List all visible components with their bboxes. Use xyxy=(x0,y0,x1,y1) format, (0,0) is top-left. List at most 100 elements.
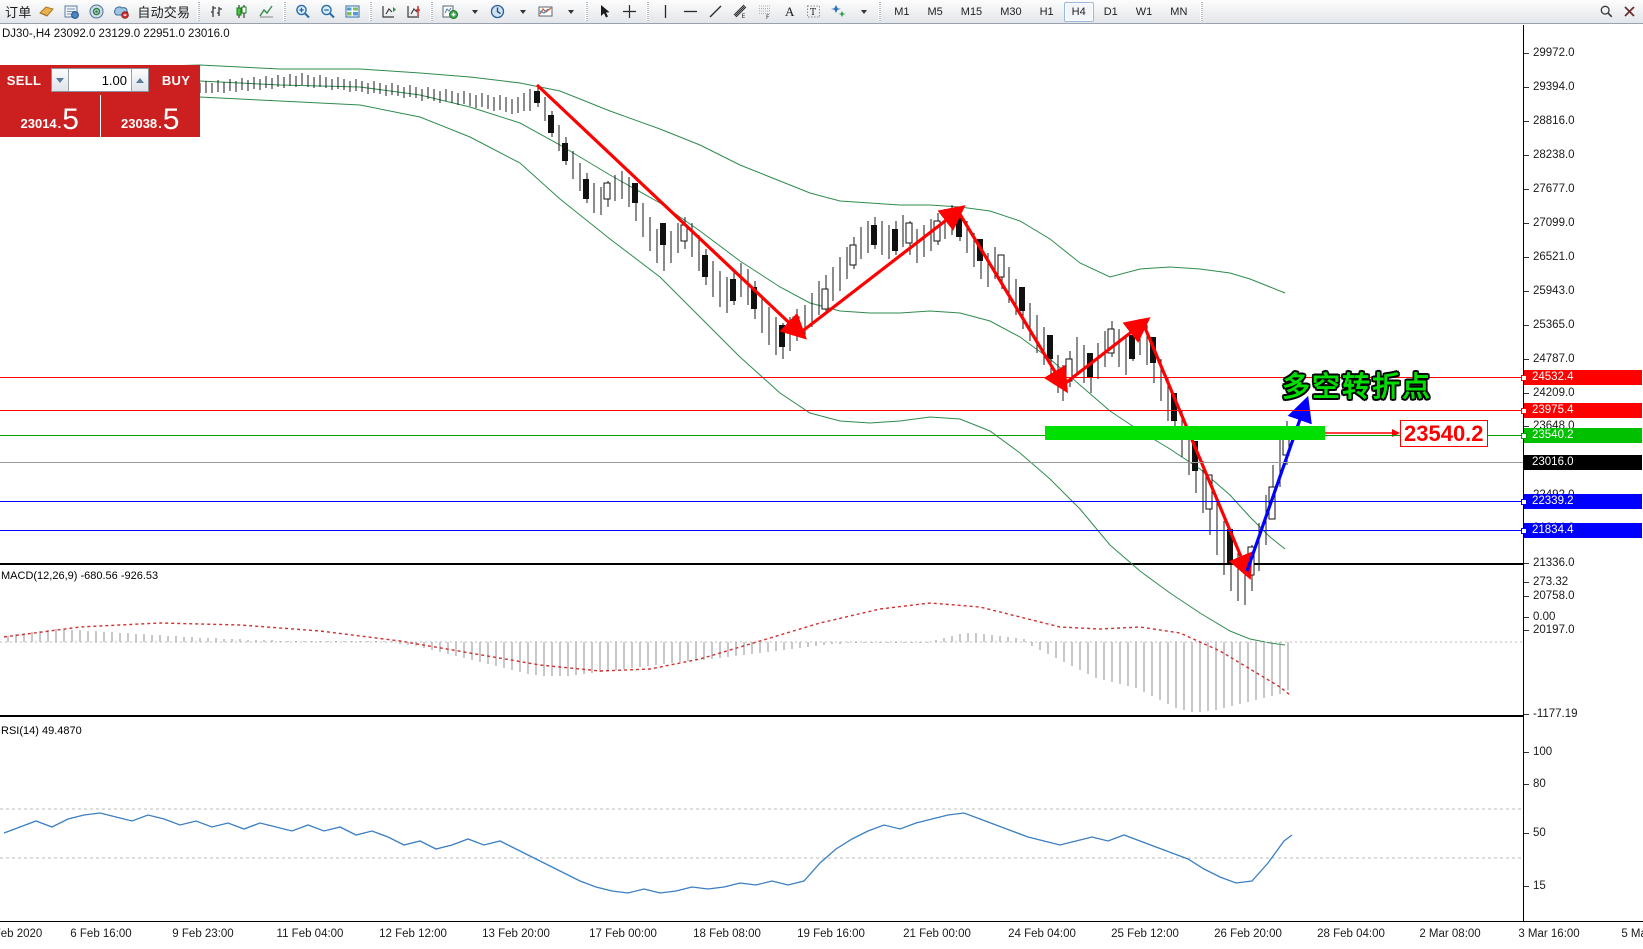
autotrade-button[interactable]: 自动交易 xyxy=(137,5,191,20)
time-label: 18 Feb 08:00 xyxy=(693,928,761,940)
price-tick: 21336.0 xyxy=(1524,557,1575,569)
level-handle[interactable] xyxy=(1521,499,1527,505)
level-handle[interactable] xyxy=(1521,433,1527,439)
buy-price-display[interactable]: 23038 . 5 xyxy=(100,95,200,137)
candlestick-chart-icon[interactable] xyxy=(230,1,253,22)
turning-point-annotation[interactable]: 多空转折点 xyxy=(1282,370,1433,403)
time-label: 25 Feb 12:00 xyxy=(1111,928,1179,940)
search-icon[interactable] xyxy=(1596,1,1617,22)
chart-shift-icon[interactable] xyxy=(402,1,425,22)
time-label: 26 Feb 20:00 xyxy=(1214,928,1282,940)
volume-decrement-button[interactable] xyxy=(52,69,69,91)
level-badge-resistance-1[interactable]: 24532.4 xyxy=(1524,370,1642,385)
price-callout-23540[interactable]: 23540.2 xyxy=(1400,420,1488,447)
timeframe-m1[interactable]: M1 xyxy=(894,5,910,18)
vertical-line-icon[interactable] xyxy=(654,1,677,22)
alerts-icon[interactable] xyxy=(85,1,108,22)
history-icon[interactable] xyxy=(35,1,58,22)
time-label: 17 Feb 00:00 xyxy=(589,928,657,940)
line-chart-icon[interactable] xyxy=(255,1,278,22)
level-handle[interactable] xyxy=(1521,375,1527,381)
text-label-icon[interactable]: T xyxy=(802,1,825,22)
toolbar-separator xyxy=(1200,2,1204,21)
timeframe-m5[interactable]: M5 xyxy=(927,5,943,18)
timeframe-h1[interactable]: H1 xyxy=(1039,5,1054,18)
sell-price-separator: . xyxy=(57,116,62,131)
objects-icon[interactable] xyxy=(827,1,850,22)
data-window-icon[interactable] xyxy=(341,1,364,22)
price-tick: 25365.0 xyxy=(1524,319,1575,331)
timeframe-m15[interactable]: M15 xyxy=(960,5,983,18)
chevron-down-icon[interactable] xyxy=(852,1,873,22)
toolbar-separator xyxy=(646,2,650,21)
chart-area[interactable]: DJ30-,H4 23092.0 23129.0 22951.0 23016.0 xyxy=(0,25,1643,949)
main-toolbar: 订单 xyxy=(0,0,1643,24)
timeframe-d1[interactable]: D1 xyxy=(1103,5,1118,18)
toolbar-separator xyxy=(369,2,373,21)
templates-icon[interactable] xyxy=(534,1,557,22)
rsi-tick: 50 xyxy=(1524,827,1546,839)
level-badge-blue-1[interactable]: 22339.2 xyxy=(1524,494,1642,509)
level-line-current-bid xyxy=(0,462,1523,463)
volume-increment-button[interactable] xyxy=(131,69,148,91)
price-tick: 28816.0 xyxy=(1524,115,1575,127)
orders-button[interactable]: 订单 xyxy=(5,5,32,20)
add-indicator-icon[interactable] xyxy=(438,1,461,22)
price-scale[interactable]: 29972.0 29394.0 28816.0 28238.0 27677.0 … xyxy=(1523,25,1643,949)
fibonacci-icon[interactable]: F xyxy=(754,1,777,22)
rsi-tick: 15 xyxy=(1524,880,1546,892)
octp-controls-row: SELL 1.00 BUY xyxy=(0,65,200,95)
level-line-resistance-2[interactable] xyxy=(0,408,1527,414)
toolbar-separator xyxy=(283,2,287,21)
text-icon[interactable]: A xyxy=(785,3,795,19)
volume-input[interactable]: 1.00 xyxy=(69,69,131,91)
zoom-out-icon[interactable] xyxy=(316,1,339,22)
level-badge-resistance-2[interactable]: 23975.4 xyxy=(1524,403,1642,418)
chevron-down-icon[interactable] xyxy=(559,1,580,22)
chevron-down-icon[interactable] xyxy=(511,1,532,22)
level-badge-blue-2[interactable]: 21834.4 xyxy=(1524,523,1642,538)
period-separator-icon[interactable] xyxy=(486,1,509,22)
time-label: 19 Feb 16:00 xyxy=(797,928,865,940)
price-tick: 29394.0 xyxy=(1524,81,1575,93)
timeframe-m30[interactable]: M30 xyxy=(1000,5,1022,18)
timeframe-h4[interactable]: H4 xyxy=(1063,1,1094,22)
time-label: 24 Feb 04:00 xyxy=(1008,928,1076,940)
news-icon[interactable] xyxy=(60,1,83,22)
level-line-blue-2[interactable] xyxy=(0,528,1527,534)
bar-chart-icon[interactable] xyxy=(205,1,228,22)
auto-scroll-icon[interactable] xyxy=(377,1,400,22)
equidistant-channel-icon[interactable]: E xyxy=(729,1,752,22)
level-line-resistance-1[interactable] xyxy=(0,375,1527,381)
crosshair-icon[interactable] xyxy=(618,1,641,22)
buy-button[interactable]: BUY xyxy=(152,65,200,95)
level-handle[interactable] xyxy=(1521,528,1527,534)
time-label: 12 Feb 12:00 xyxy=(379,928,447,940)
zoom-in-icon[interactable] xyxy=(291,1,314,22)
time-label: 5 Mar 00:00 xyxy=(1621,928,1643,940)
volume-control[interactable]: 1.00 xyxy=(48,65,152,95)
level-line-blue-1[interactable] xyxy=(0,499,1527,505)
price-tick: 29972.0 xyxy=(1524,47,1575,59)
pointer-icon[interactable] xyxy=(593,1,616,22)
sell-price-display[interactable]: 23014 . 5 xyxy=(0,95,101,137)
time-scale[interactable]: Feb 2020 6 Feb 16:00 9 Feb 23:00 11 Feb … xyxy=(0,921,1643,949)
time-label: 9 Feb 23:00 xyxy=(172,928,234,940)
timeframe-w1[interactable]: W1 xyxy=(1135,5,1153,18)
level-line-support-green[interactable] xyxy=(0,433,1527,439)
uptrend-line-2 xyxy=(1062,317,1151,387)
horizontal-line-icon[interactable] xyxy=(679,1,702,22)
sell-button[interactable]: SELL xyxy=(0,65,48,95)
trendline-icon[interactable] xyxy=(704,1,727,22)
sell-price-fraction: 5 xyxy=(62,103,79,136)
toolbar-close-icon[interactable] xyxy=(1619,1,1640,22)
one-click-trading-panel[interactable]: SELL 1.00 BUY 23014 . 5 23038 xyxy=(0,65,200,137)
chevron-down-icon[interactable] xyxy=(463,1,484,22)
support-zone-rectangle[interactable] xyxy=(1045,426,1325,440)
timeframe-mn[interactable]: MN xyxy=(1170,5,1188,18)
level-badge-current-bid: 23016.0 xyxy=(1524,455,1642,470)
macd-indicator-label: MACD(12,26,9) -680.56 -926.53 xyxy=(1,570,159,582)
level-badge-support-green[interactable]: 23540.2 xyxy=(1524,428,1642,443)
level-handle[interactable] xyxy=(1521,408,1527,414)
mailbox-icon[interactable] xyxy=(110,1,133,22)
